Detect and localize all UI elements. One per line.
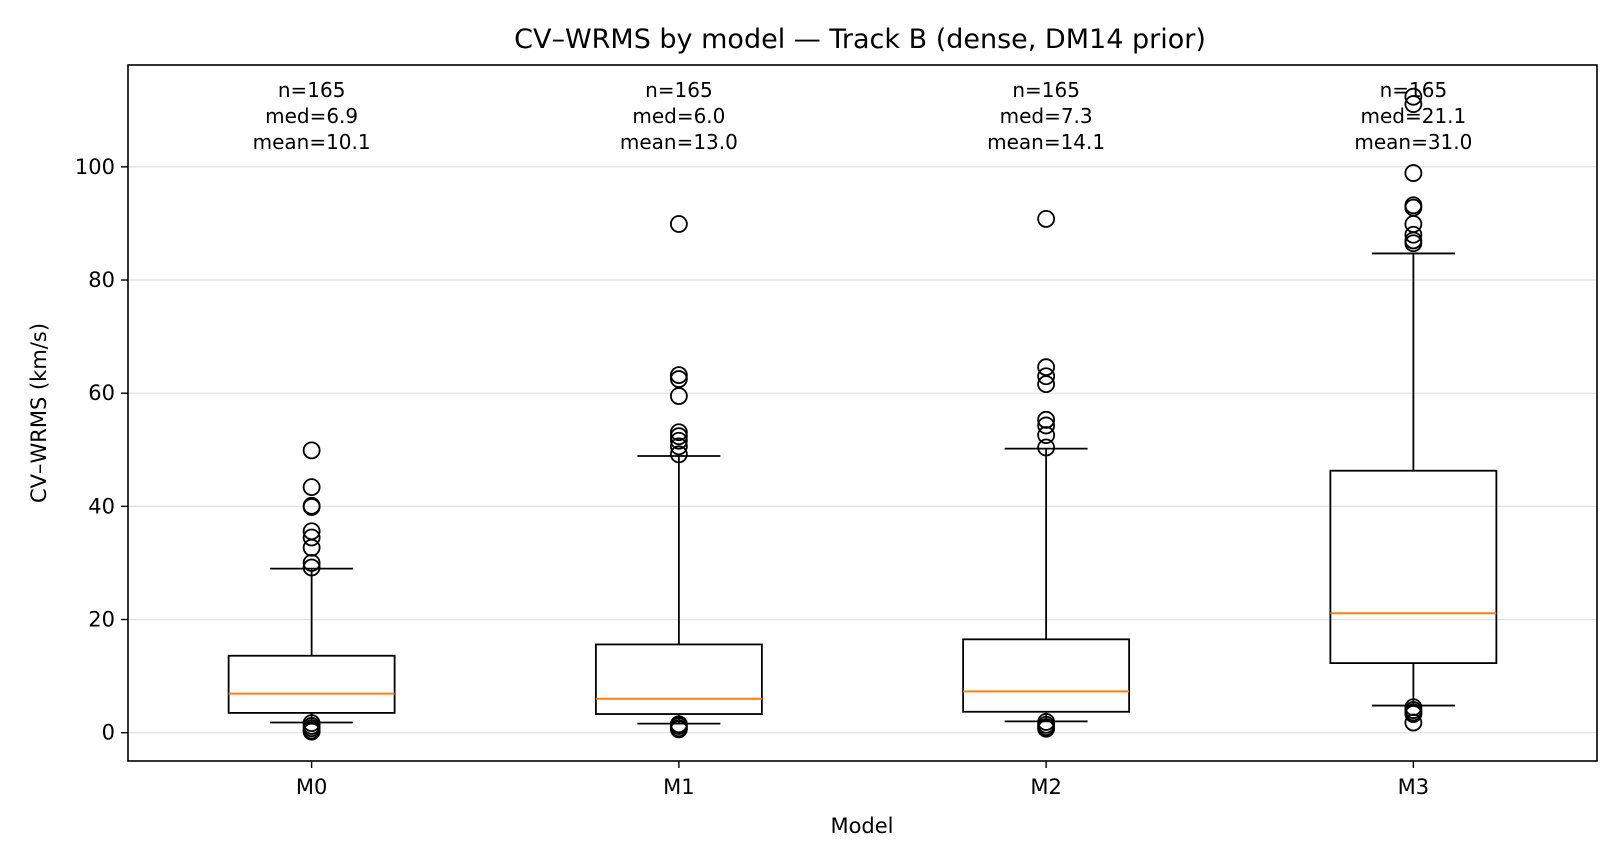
outlier-point [1404,234,1423,253]
outlier-point [1404,87,1423,106]
stats-annotation: mean=13.0 [620,130,738,154]
outlier-point [1404,164,1423,182]
stats-annotation: med=7.3 [1000,104,1093,128]
stats-annotation: mean=31.0 [1354,130,1472,154]
plot-area-frame [127,64,1598,762]
x-tick-label: M3 [1398,775,1429,799]
outlier-point [302,441,321,460]
outlier-point [302,722,321,741]
iqr-box [227,654,396,714]
y-tick-label: 0 [102,721,115,745]
stats-annotation: med=21.1 [1360,104,1466,128]
iqr-box [594,643,763,715]
y-tick-label: 20 [88,608,115,632]
outlier-point [669,423,688,442]
outlier-point [669,720,688,739]
iqr-box [962,638,1131,713]
y-tick-label: 80 [88,268,115,292]
x-tick-label: M0 [296,775,327,799]
box-layer: n=165med=6.9mean=10.1n=165med=6.0mean=13… [227,78,1498,741]
axis-layer: 0 20 40 60 80 100 M0 M1 M2 M3 [75,155,1429,799]
outlier-point [1404,705,1423,723]
chart-title: CV–WRMS by model — Track B (dense, DM14 … [514,24,1206,55]
outlier-point [1037,426,1056,444]
outlier-point [1037,358,1056,377]
outlier-point [302,498,321,516]
stats-annotation: mean=10.1 [253,130,371,154]
stats-annotation: n=165 [1012,78,1080,102]
outlier-point [1404,713,1423,732]
stats-annotation: n=165 [1380,78,1448,102]
outlier-point [1037,416,1056,435]
grid-layer [128,166,1597,734]
outlier-point [669,387,688,405]
outlier-point [1037,375,1056,394]
stats-annotation: med=6.0 [632,104,725,128]
outlier-point [669,366,688,384]
outlier-point [302,554,321,572]
outlier-point [669,370,688,388]
outlier-point [1037,210,1056,228]
iqr-box [1329,469,1498,665]
stats-annotation: med=6.9 [265,104,358,128]
outlier-point [302,528,321,547]
stats-annotation: n=165 [278,78,346,102]
y-tick-label: 40 [88,494,115,518]
outlier-point [302,478,321,497]
outlier-point [1037,367,1056,386]
y-tick-label: 60 [88,381,115,405]
y-axis-label: CV–WRMS (km/s) [27,323,51,503]
stats-annotation: n=165 [645,78,713,102]
outlier-point [669,431,688,450]
outlier-point [302,558,321,577]
outlier-point [1404,225,1423,244]
outlier-point [1404,95,1423,113]
outlier-point [1037,438,1056,457]
outlier-point [669,437,688,456]
stats-annotation: mean=14.1 [987,130,1105,154]
outlier-point [669,445,688,464]
x-axis-label: Model [830,814,893,838]
outlier-point [1037,719,1056,738]
x-tick-label: M1 [663,775,694,799]
outlier-point [669,427,688,446]
outlier-point [669,215,688,233]
y-tick-label: 100 [75,155,115,179]
x-tick-label: M2 [1030,775,1061,799]
